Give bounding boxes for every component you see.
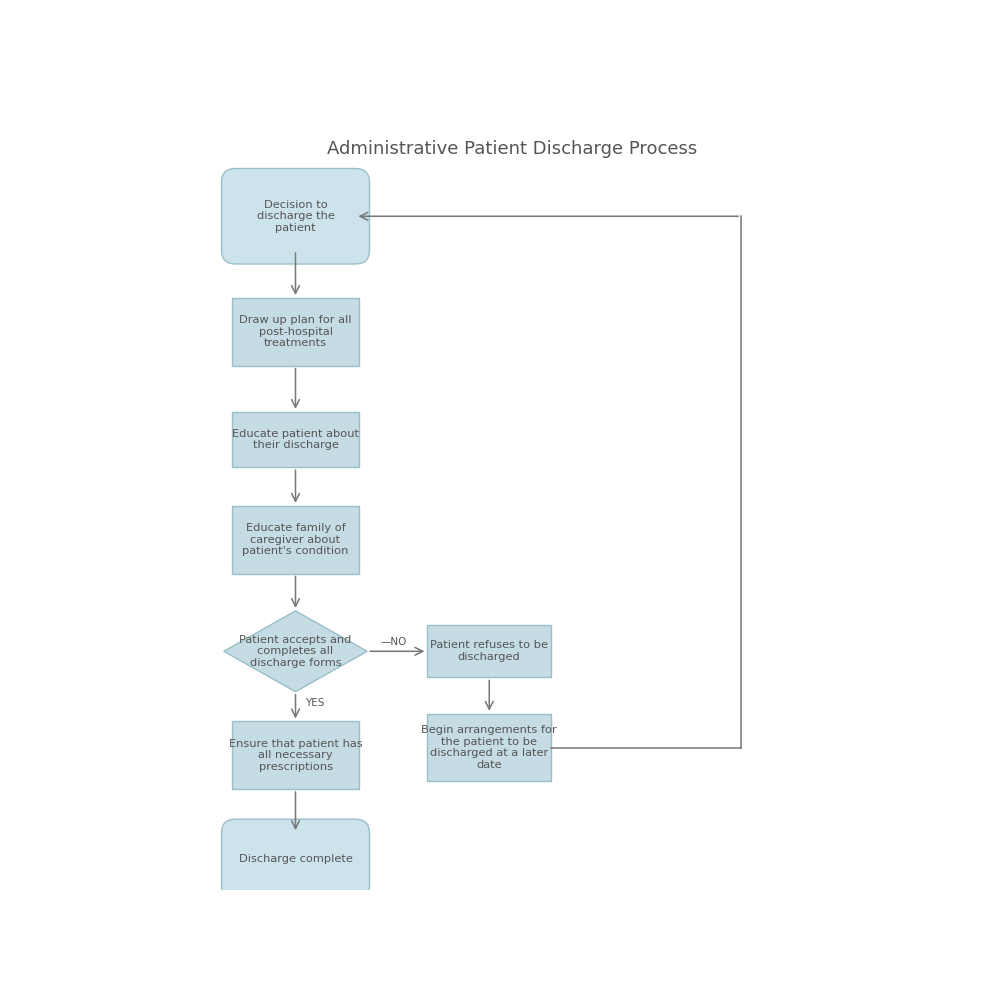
FancyBboxPatch shape	[221, 169, 370, 264]
Text: —NO: —NO	[380, 637, 407, 647]
Bar	[427, 625, 551, 677]
Text: Ensure that patient has
all necessary
prescriptions: Ensure that patient has all necessary pr…	[229, 739, 362, 772]
Text: Educate family of
caregiver about
patient's condition: Educate family of caregiver about patien…	[242, 523, 349, 556]
Polygon shape	[224, 611, 367, 692]
FancyBboxPatch shape	[221, 819, 370, 899]
Bar	[232, 412, 359, 467]
Text: Educate patient about
their discharge: Educate patient about their discharge	[232, 429, 359, 450]
Text: Decision to
discharge the
patient: Decision to discharge the patient	[257, 200, 334, 233]
Text: Discharge complete: Discharge complete	[239, 854, 352, 864]
Text: Administrative Patient Discharge Process: Administrative Patient Discharge Process	[327, 140, 698, 158]
Text: Patient refuses to be
discharged: Patient refuses to be discharged	[430, 641, 548, 662]
Bar	[427, 714, 551, 781]
Bar	[232, 506, 359, 574]
Text: Begin arrangements for
the patient to be
discharged at a later
date: Begin arrangements for the patient to be…	[421, 725, 557, 770]
Bar	[232, 721, 359, 789]
Text: Draw up plan for all
post-hospital
treatments: Draw up plan for all post-hospital treat…	[239, 315, 352, 348]
Text: YES: YES	[305, 698, 324, 708]
Bar	[232, 298, 359, 366]
Text: Patient accepts and
completes all
discharge forms: Patient accepts and completes all discha…	[239, 635, 352, 668]
